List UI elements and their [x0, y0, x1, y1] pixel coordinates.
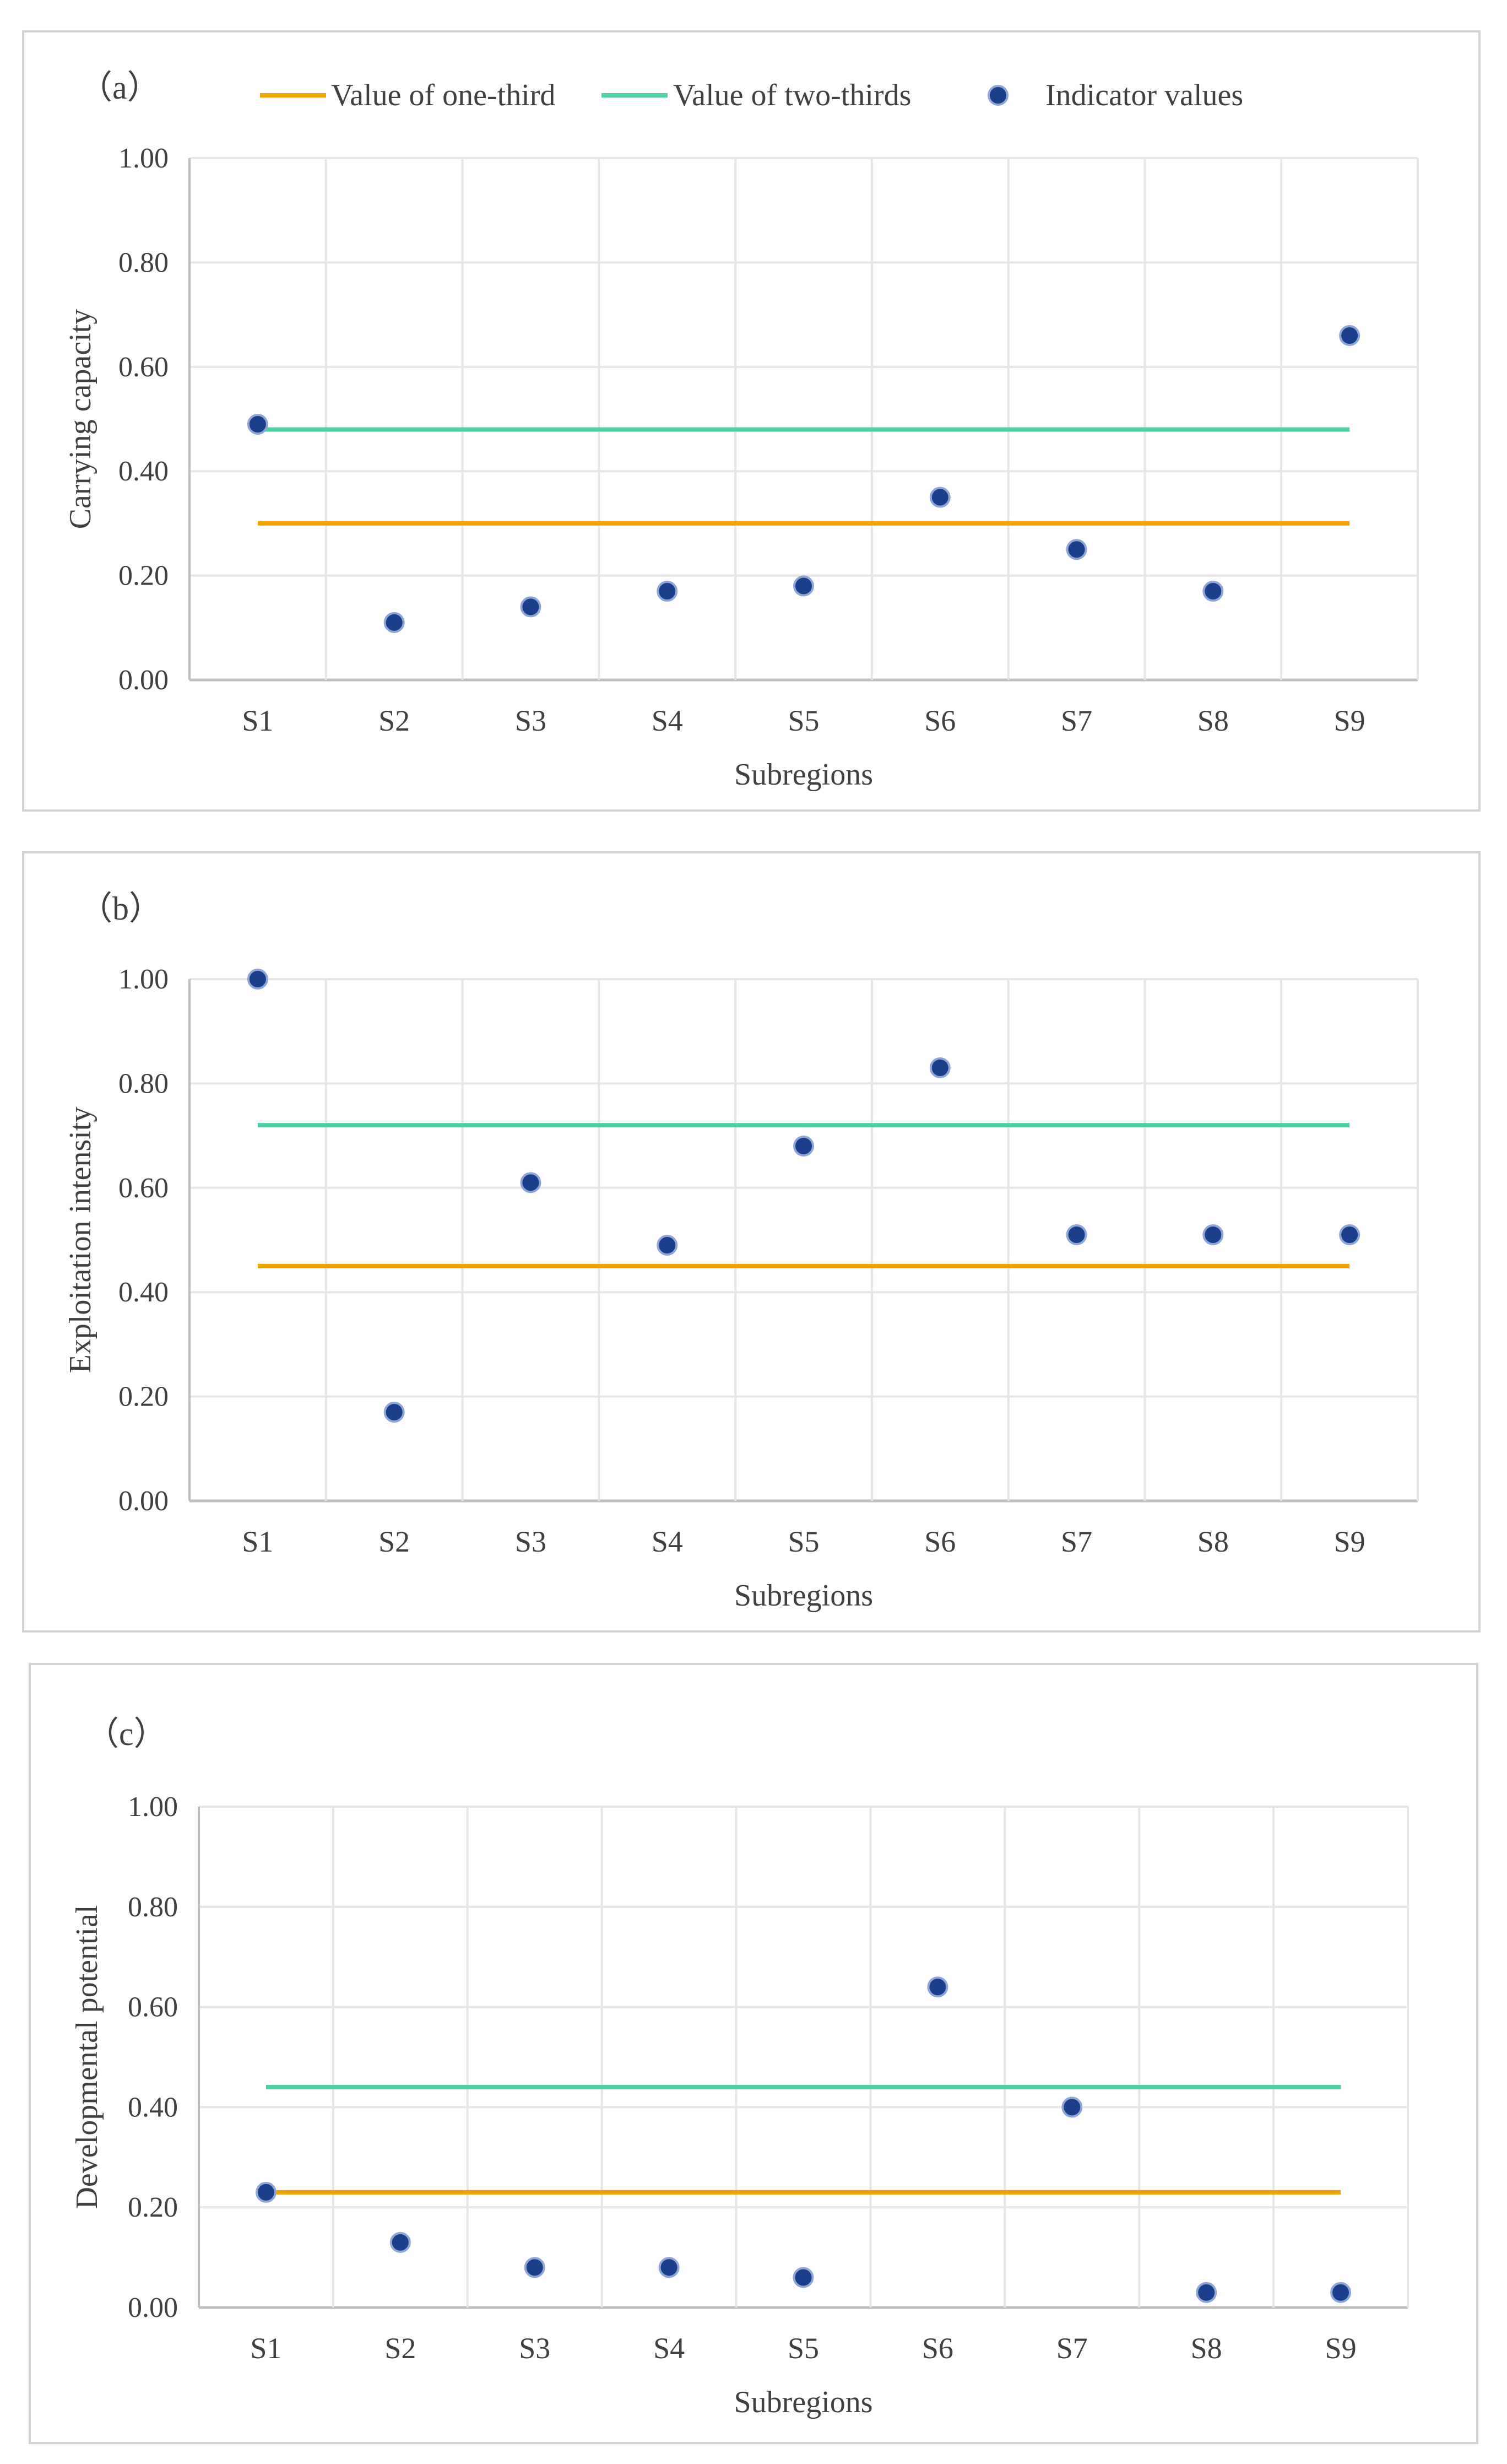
x-tick-label: S2	[384, 2332, 416, 2365]
y-tick-label: 1.00	[118, 964, 169, 995]
data-point-s8	[1202, 581, 1224, 602]
y-tick-label: 0.40	[118, 456, 169, 487]
data-point-s6	[929, 487, 951, 508]
y-axis-title: Developmental potential	[70, 1905, 104, 2209]
y-tick-label: 0.60	[118, 1172, 169, 1204]
data-point-s2	[383, 612, 405, 633]
x-tick-label: S4	[653, 2332, 685, 2365]
legend-two-thirds-label: Value of two-thirds	[673, 78, 911, 112]
data-point-s8	[1196, 2282, 1217, 2303]
x-axis-title: Subregions	[734, 758, 873, 792]
y-tick-label: 0.60	[128, 1992, 178, 2023]
x-tick-label: S7	[1056, 2332, 1088, 2365]
data-point-s3	[520, 1172, 541, 1193]
y-axis-title: Carrying capacity	[63, 309, 97, 529]
data-point-s6	[929, 1057, 951, 1078]
data-point-s7	[1066, 1224, 1087, 1246]
panel-label: （b）	[79, 890, 162, 927]
chart-carrying-capacity: 0.00 0.20 0.40 0.60 0.80 1.00 S1 S2 S3 S4 S5 S6 S7 S8…	[63, 69, 1419, 792]
data-point-s9	[1330, 2282, 1352, 2303]
x-tick-label: S8	[1197, 704, 1229, 737]
data-point-s1	[247, 969, 268, 990]
data-point-s4	[658, 2257, 680, 2278]
x-tick-label: S3	[515, 1525, 546, 1558]
y-tick-label: 0.40	[118, 1277, 169, 1308]
y-tick-label: 0.00	[118, 1485, 169, 1517]
panel-c: 0.00 0.20 0.40 0.60 0.80 1.00 S1 S2 S3 S4 S5 S6 S7 S8…	[29, 1663, 1478, 2444]
data-point-s8	[1202, 1224, 1224, 1246]
panel-b: 0.00 0.20 0.40 0.60 0.80 1.00 S1 S2 S3 S4 S5 S6 S7 S8…	[22, 851, 1481, 1633]
y-tick-label: 0.00	[128, 2292, 178, 2323]
data-point-s4	[657, 581, 678, 602]
data-point-s7	[1061, 2096, 1083, 2118]
data-point-s9	[1339, 325, 1360, 346]
y-tick-label: 1.00	[128, 1791, 178, 1823]
y-tick-label: 0.20	[118, 1381, 169, 1413]
x-tick-label: S9	[1334, 1525, 1365, 1558]
panel-label: （a）	[79, 69, 160, 106]
x-tick-label: S8	[1191, 2332, 1222, 2365]
x-tick-label: S9	[1334, 704, 1365, 737]
x-axis-title: Subregions	[734, 1579, 873, 1613]
y-tick-label: 0.80	[128, 1892, 178, 1923]
x-tick-label: S5	[788, 2332, 819, 2365]
x-tick-label: S1	[242, 704, 273, 737]
y-tick-label: 0.80	[118, 247, 169, 278]
data-point-s5	[793, 575, 814, 597]
x-tick-label: S4	[652, 704, 683, 737]
data-point-s1	[255, 2181, 277, 2203]
y-tick-label: 0.00	[118, 664, 169, 696]
y-axis-title: Exploitation intensity	[63, 1107, 97, 1374]
x-tick-label: S8	[1197, 1525, 1229, 1558]
data-point-s3	[524, 2257, 545, 2278]
legend-one-third-label: Value of one-third	[331, 78, 555, 112]
y-tick-label: 0.40	[128, 2092, 178, 2123]
data-point-s6	[927, 1976, 948, 1998]
y-tick-label: 0.20	[118, 560, 169, 592]
x-tick-label: S3	[519, 2332, 550, 2365]
data-point-s5	[793, 1136, 814, 1157]
panel-a: 0.00 0.20 0.40 0.60 0.80 1.00 S1 S2 S3 S4 S5 S6 S7 S8…	[22, 30, 1481, 812]
x-tick-label: S3	[515, 704, 546, 737]
x-tick-label: S6	[922, 2332, 953, 2365]
x-tick-label: S4	[652, 1525, 683, 1558]
x-tick-label: S9	[1325, 2332, 1357, 2365]
data-point-s9	[1339, 1224, 1360, 1246]
x-tick-label: S6	[924, 1525, 956, 1558]
y-tick-label: 0.80	[118, 1068, 169, 1099]
x-tick-label: S2	[378, 704, 410, 737]
data-point-s2	[383, 1402, 405, 1423]
chart-developmental-potential: 0.00 0.20 0.40 0.60 0.80 1.00 S1 S2 S3 S4 S5 S6 S7 S8…	[70, 1716, 1409, 2419]
data-point-s5	[793, 2267, 814, 2288]
x-tick-label: S1	[242, 1525, 273, 1558]
x-tick-label: S5	[788, 1525, 819, 1558]
legend-indicator-label: Indicator values	[1045, 78, 1243, 112]
data-point-s4	[657, 1234, 678, 1256]
data-point-s7	[1066, 539, 1087, 560]
chart-exploitation-intensity: 0.00 0.20 0.40 0.60 0.80 1.00 S1 S2 S3 S4 S5 S6 S7 S8…	[63, 890, 1419, 1613]
y-tick-label: 0.20	[128, 2192, 178, 2223]
x-tick-label: S6	[924, 704, 956, 737]
x-tick-label: S1	[250, 2332, 281, 2365]
x-axis-title: Subregions	[734, 2385, 873, 2419]
panel-label: （c）	[86, 1716, 167, 1752]
data-point-s2	[389, 2231, 411, 2253]
x-tick-label: S7	[1061, 1525, 1092, 1558]
legend-indicator-marker	[988, 85, 1009, 106]
data-point-s3	[520, 596, 541, 618]
y-tick-label: 1.00	[118, 143, 169, 174]
x-tick-label: S7	[1061, 704, 1092, 737]
x-tick-label: S2	[378, 1525, 410, 1558]
y-tick-label: 0.60	[118, 352, 169, 383]
x-tick-label: S5	[788, 704, 819, 737]
data-point-s1	[247, 413, 268, 435]
